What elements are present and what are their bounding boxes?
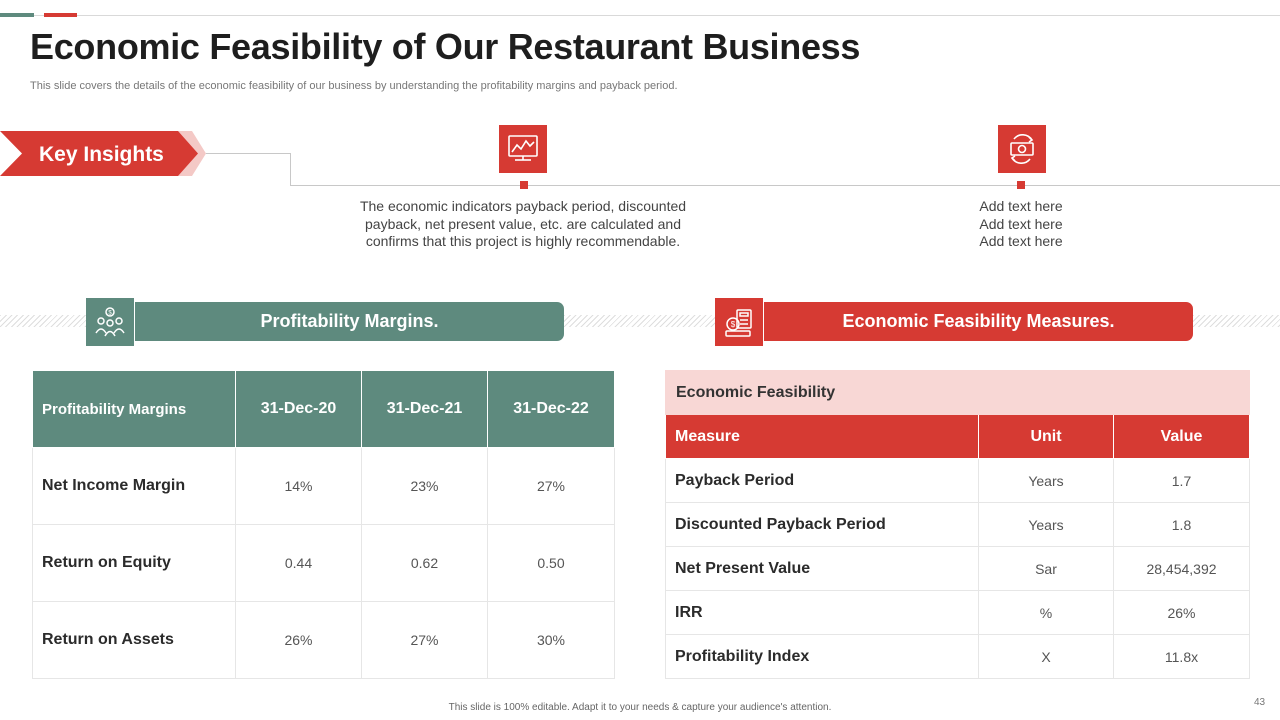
column-header: 31-Dec-22 xyxy=(487,370,615,448)
insight-text-1: The economic indicators payback period, … xyxy=(359,198,687,249)
table-row: Net Income Margin 14% 23% 27% xyxy=(32,447,615,525)
timeline-line xyxy=(290,185,1280,186)
timeline-marker xyxy=(1017,181,1025,189)
column-header: 31-Dec-21 xyxy=(361,370,488,448)
column-header: Measure xyxy=(665,414,979,459)
table-caption-row: Economic Feasibility xyxy=(665,370,1250,415)
profitability-table: Profitability Margins 31-Dec-20 31-Dec-2… xyxy=(32,370,615,679)
table-row: Return on Assets 26% 27% 30% xyxy=(32,601,615,679)
people-money-icon: $ xyxy=(86,298,134,346)
hatch-strip xyxy=(564,315,715,327)
table-cell: 28,454,392 xyxy=(1113,546,1250,591)
column-header: 31-Dec-20 xyxy=(235,370,362,448)
connector-line xyxy=(206,153,291,154)
svg-text:$: $ xyxy=(731,320,736,329)
timeline-marker xyxy=(520,181,528,189)
table-cell: 0.62 xyxy=(361,524,488,602)
table-cell: 26% xyxy=(1113,590,1250,635)
top-divider xyxy=(0,15,1280,16)
row-label: IRR xyxy=(665,590,979,635)
table-header-row: Measure Unit Value xyxy=(665,414,1250,459)
table-cell: 1.7 xyxy=(1113,458,1250,503)
connector-line xyxy=(290,153,291,186)
table-cell: Years xyxy=(978,458,1114,503)
column-header: Value xyxy=(1113,414,1250,459)
row-label: Profitability Index xyxy=(665,634,979,679)
key-insights-label: Key Insights xyxy=(39,143,164,166)
page-number: 43 xyxy=(1254,697,1266,708)
footer-note: This slide is 100% editable. Adapt it to… xyxy=(448,702,832,713)
column-header: Profitability Margins xyxy=(32,370,236,448)
insight-text-2: Add text here Add text here Add text her… xyxy=(979,198,1063,249)
feasibility-header: Economic Feasibility Measures. xyxy=(764,302,1193,341)
table-row: Discounted Payback Period Years 1.8 xyxy=(665,502,1250,547)
table-cell: 0.50 xyxy=(487,524,615,602)
table-cell: 23% xyxy=(361,447,488,525)
row-label: Net Present Value xyxy=(665,546,979,591)
feasibility-table: Economic Feasibility Measure Unit Value … xyxy=(665,370,1250,679)
table-cell: Years xyxy=(978,502,1114,547)
hatch-strip xyxy=(1193,315,1280,327)
table-cell: 26% xyxy=(235,601,362,679)
table-cell: Sar xyxy=(978,546,1114,591)
table-cell: 0.44 xyxy=(235,524,362,602)
table-cell: 30% xyxy=(487,601,615,679)
table-header-row: Profitability Margins 31-Dec-20 31-Dec-2… xyxy=(32,370,615,448)
top-accent-green xyxy=(0,13,34,17)
row-label: Return on Equity xyxy=(32,524,236,602)
table-cell: 11.8x xyxy=(1113,634,1250,679)
table-row: Return on Equity 0.44 0.62 0.50 xyxy=(32,524,615,602)
table-row: Net Present Value Sar 28,454,392 xyxy=(665,546,1250,591)
top-accent-red xyxy=(44,13,77,17)
key-insights-banner: Key Insights xyxy=(0,131,206,176)
column-header: Unit xyxy=(978,414,1114,459)
page-subtitle: This slide covers the details of the eco… xyxy=(30,80,678,92)
svg-text:$: $ xyxy=(108,311,112,317)
table-cell: X xyxy=(978,634,1114,679)
row-label: Net Income Margin xyxy=(32,447,236,525)
table-cell: 1.8 xyxy=(1113,502,1250,547)
table-row: IRR % 26% xyxy=(665,590,1250,635)
table-caption: Economic Feasibility xyxy=(665,370,1250,415)
table-cell: 27% xyxy=(487,447,615,525)
row-label: Payback Period xyxy=(665,458,979,503)
row-label: Return on Assets xyxy=(32,601,236,679)
stock-chart-icon xyxy=(499,125,547,173)
table-cell: 14% xyxy=(235,447,362,525)
calculator-money-icon: $ xyxy=(715,298,763,346)
money-exchange-icon xyxy=(998,125,1046,173)
page-title: Economic Feasibility of Our Restaurant B… xyxy=(30,26,861,67)
table-cell: 27% xyxy=(361,601,488,679)
table-row: Profitability Index X 11.8x xyxy=(665,634,1250,679)
table-cell: % xyxy=(978,590,1114,635)
hatch-strip xyxy=(0,315,86,327)
profitability-header: Profitability Margins. xyxy=(135,302,564,341)
row-label: Discounted Payback Period xyxy=(665,502,979,547)
table-row: Payback Period Years 1.7 xyxy=(665,458,1250,503)
